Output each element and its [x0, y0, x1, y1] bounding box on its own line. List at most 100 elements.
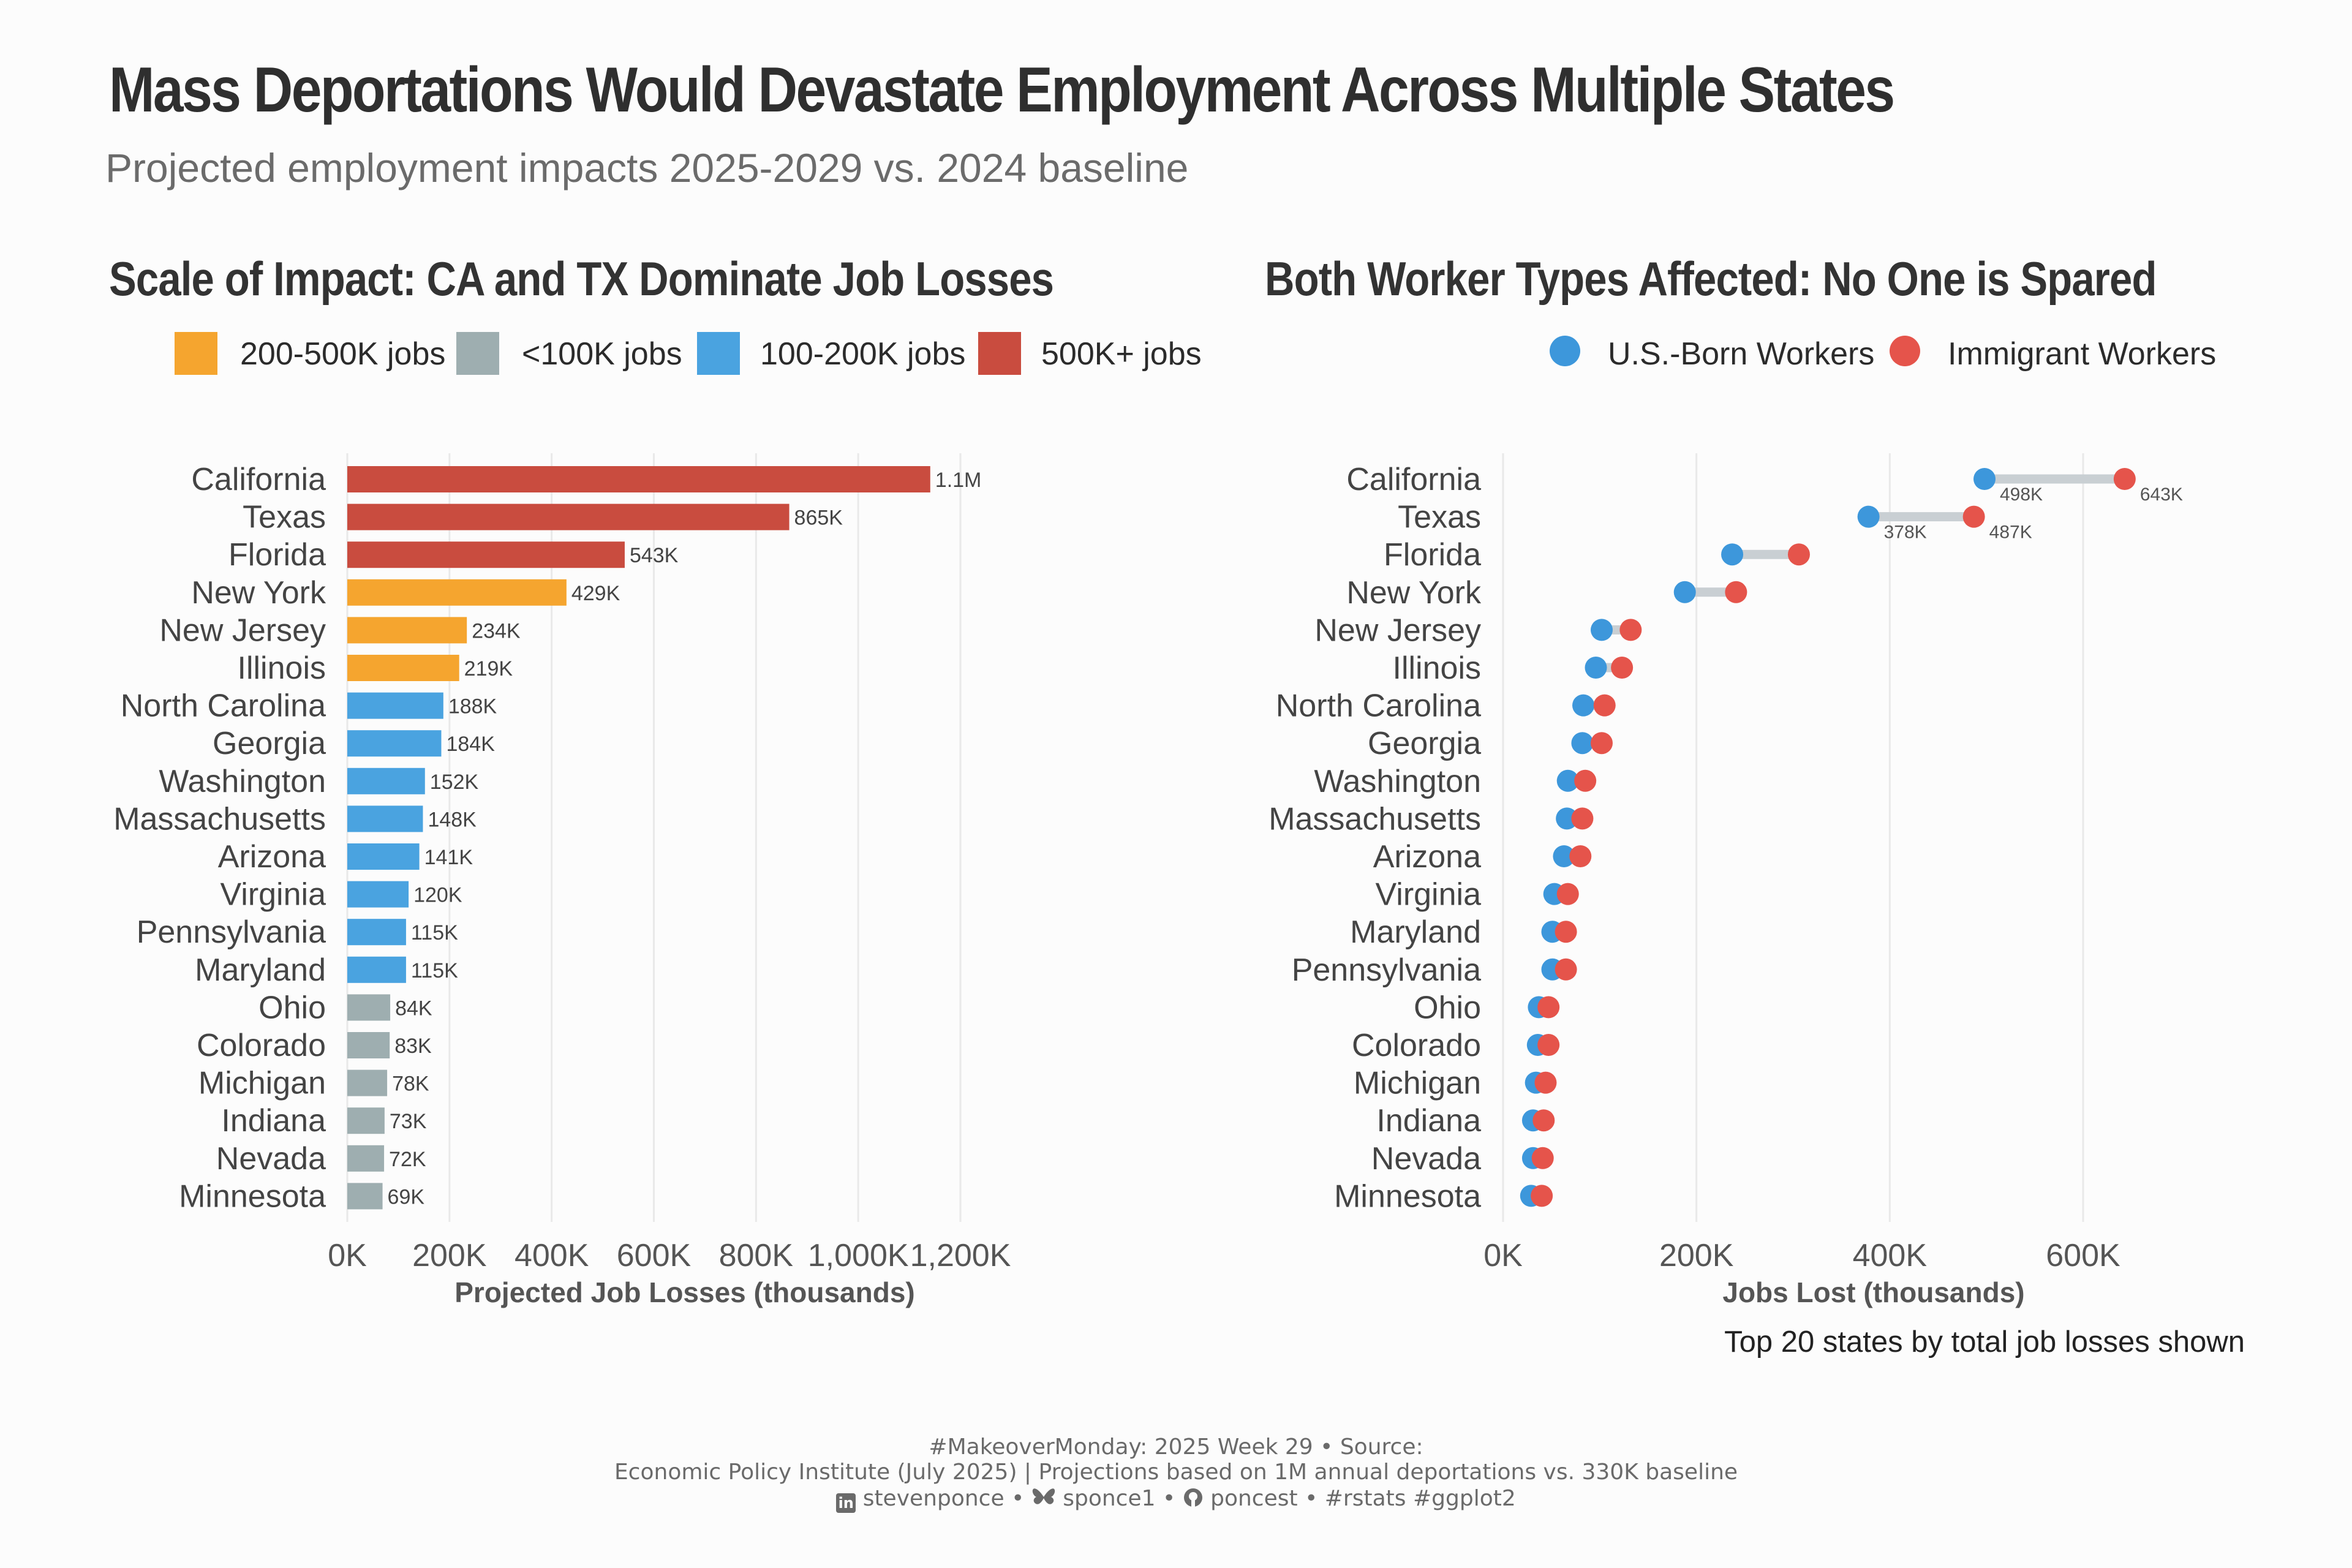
immigrant-point — [2113, 468, 2136, 490]
legend-dot — [1890, 336, 1920, 366]
x-tick-label: 1,200K — [910, 1238, 1011, 1273]
category-label: Minnesota — [1334, 1178, 1481, 1214]
legend-label: Immigrant Workers — [1948, 336, 2217, 372]
footer-separator: • — [1162, 1486, 1176, 1511]
immigrant-point — [1556, 883, 1579, 905]
category-label: Virginia — [1376, 877, 1482, 913]
category-label: New York — [191, 575, 326, 611]
legend-label: 200-500K jobs — [240, 336, 446, 372]
category-label: Georgia — [1368, 726, 1481, 761]
data-label: 184K — [446, 733, 495, 756]
github-icon — [1183, 1488, 1202, 1507]
bar — [347, 1145, 385, 1172]
legend-swatch — [175, 332, 217, 375]
x-tick-label: 400K — [1853, 1238, 1928, 1273]
immigrant-point — [1555, 958, 1577, 981]
x-tick-label: 0K — [1483, 1238, 1523, 1273]
us-born-point — [1673, 581, 1696, 603]
category-label: Michigan — [198, 1066, 326, 1101]
bar — [347, 1183, 383, 1210]
immigrant-point — [1537, 1034, 1560, 1056]
category-label: North Carolina — [121, 688, 326, 724]
data-label: 73K — [390, 1110, 427, 1133]
immigrant-point — [1532, 1109, 1555, 1132]
x-tick-label: 0K — [328, 1238, 367, 1273]
immigrant-point — [1574, 769, 1597, 792]
immigrant-point — [1531, 1185, 1553, 1207]
bar — [347, 692, 443, 719]
footer-tags: #rstats #ggplot2 — [1324, 1486, 1516, 1511]
legend-swatch — [697, 332, 740, 375]
category-label: New Jersey — [1314, 612, 1481, 648]
data-label: 188K — [448, 695, 497, 718]
immigrant-point — [1590, 732, 1613, 755]
data-label: 219K — [464, 657, 513, 680]
category-label: Virginia — [221, 877, 326, 913]
immigrant-point — [1531, 1147, 1554, 1169]
legend-dot — [1550, 336, 1580, 366]
immigrant-point — [1593, 694, 1616, 717]
data-label: 115K — [411, 959, 458, 982]
us-born-point — [1553, 845, 1575, 867]
immigrant-point — [1555, 921, 1577, 943]
category-label: Ohio — [258, 990, 326, 1025]
page-title: Mass Deportations Would Devastate Employ… — [109, 55, 1895, 126]
category-label: Georgia — [213, 726, 326, 761]
bar — [347, 1032, 390, 1058]
x-tick-label: 200K — [412, 1238, 487, 1273]
footer-line1: #MakeoverMonday: 2025 Week 29 • Source: — [929, 1434, 1423, 1460]
category-label: Indiana — [1376, 1103, 1481, 1139]
category-label: Texas — [1398, 500, 1481, 535]
us-born-point — [1556, 769, 1579, 792]
chart-caption: Top 20 states by total job losses shown — [1724, 1325, 2245, 1359]
point-label: 378K — [1884, 522, 1927, 543]
data-label: 69K — [388, 1185, 425, 1208]
category-label: Michigan — [1354, 1066, 1481, 1101]
category-label: Massachusetts — [1268, 801, 1481, 837]
x-tick-label: 200K — [1659, 1238, 1734, 1273]
legend-label: 100-200K jobs — [760, 336, 966, 372]
bar — [347, 655, 459, 681]
bar — [347, 503, 790, 530]
bar — [347, 843, 420, 870]
category-label: Colorado — [197, 1028, 326, 1063]
data-label: 120K — [413, 884, 462, 907]
footer-line3: in stevenponce • sponce1 • poncest • #rs… — [0, 1486, 2352, 1513]
data-label: 543K — [630, 544, 679, 567]
immigrant-point — [1725, 581, 1747, 603]
data-label: 83K — [394, 1035, 432, 1058]
us-born-point — [1973, 468, 1996, 490]
immigrant-point — [1962, 505, 1985, 528]
category-label: Minnesota — [179, 1178, 326, 1214]
bluesky-handle[interactable]: sponce1 — [1063, 1486, 1156, 1511]
panel2-title: Both Worker Types Affected: No One is Sp… — [1265, 252, 2157, 306]
data-label: 1.1M — [935, 469, 982, 492]
category-label: Nevada — [1371, 1141, 1481, 1177]
x-axis-title: Projected Job Losses (thousands) — [454, 1276, 914, 1308]
category-label: Washington — [159, 764, 326, 799]
bar — [347, 730, 442, 757]
data-label: 115K — [411, 921, 458, 944]
category-label: Indiana — [221, 1103, 326, 1139]
category-label: North Carolina — [1276, 688, 1481, 724]
category-label: Texas — [243, 500, 326, 535]
github-handle[interactable]: poncest — [1210, 1486, 1298, 1511]
bar — [347, 881, 409, 908]
footer-separator: • — [1011, 1486, 1025, 1511]
x-tick-label: 1,000K — [808, 1238, 909, 1273]
category-label: New Jersey — [159, 612, 326, 648]
panel1-legend: 200-500K jobs <100K jobs 100-200K jobs 5… — [175, 331, 1216, 376]
bar — [347, 541, 625, 568]
immigrant-point — [1619, 619, 1642, 641]
legend-swatch — [456, 332, 499, 375]
category-label: Massachusetts — [113, 801, 326, 837]
footer-separator: • — [1305, 1486, 1318, 1511]
bar — [347, 994, 391, 1021]
category-label: Colorado — [1352, 1028, 1481, 1063]
x-tick-label: 600K — [2046, 1238, 2120, 1273]
linkedin-handle[interactable]: stevenponce — [862, 1486, 1005, 1511]
category-label: Arizona — [1373, 839, 1481, 875]
category-label: Illinois — [238, 650, 326, 686]
bar — [347, 617, 467, 644]
